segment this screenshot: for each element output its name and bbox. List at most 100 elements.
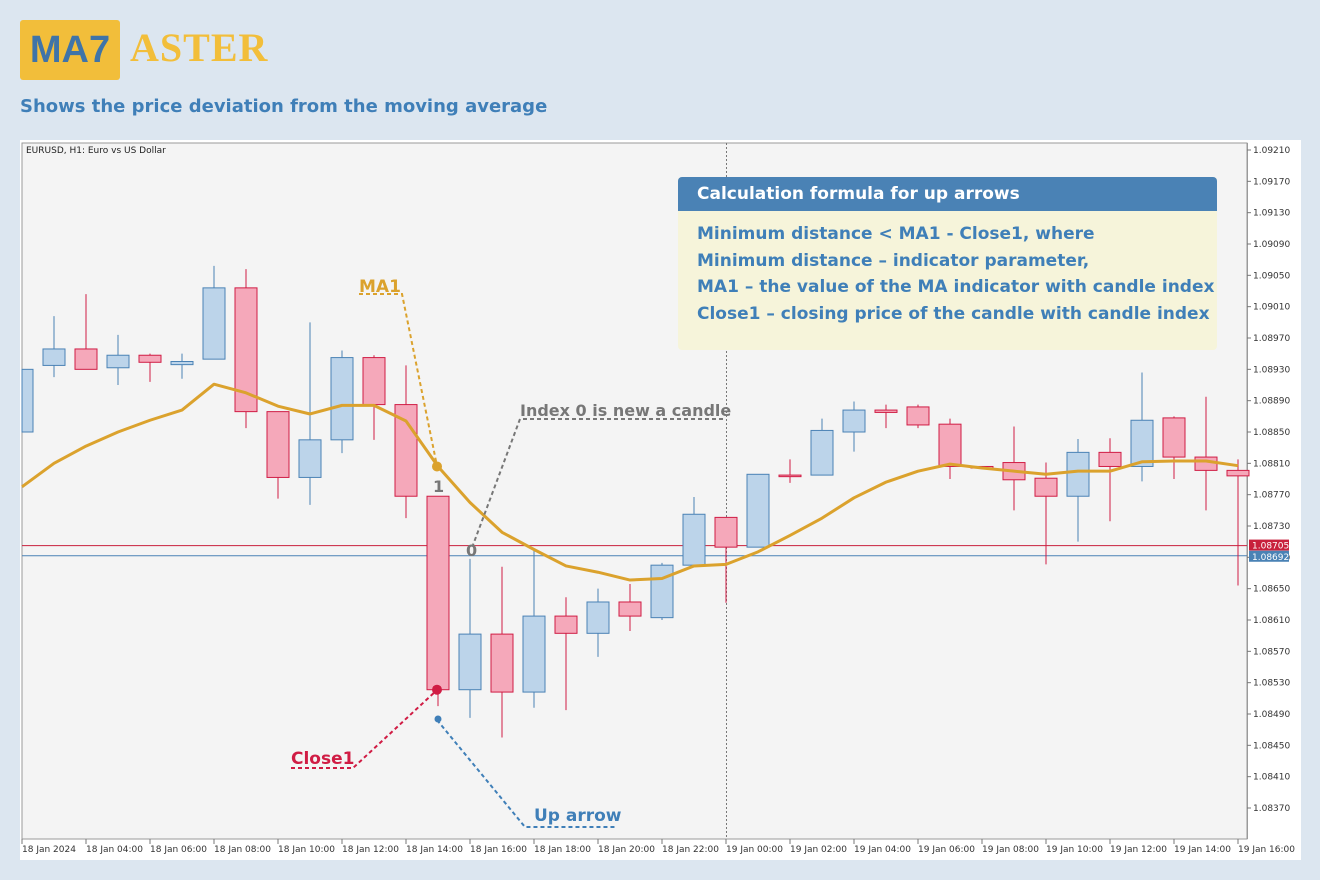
candle-body	[1194, 456, 1218, 471]
candle-body	[906, 406, 930, 426]
candle-body	[490, 633, 514, 693]
candle	[746, 473, 770, 548]
time-tick-label: 19 Jan 08:00	[982, 845, 1039, 855]
price-tick-label: 1.08730	[1253, 522, 1290, 532]
candle-body	[21, 368, 34, 433]
price-tick-label: 1.08810	[1253, 459, 1290, 469]
candle	[554, 597, 578, 711]
time-tick-label: 19 Jan 14:00	[1174, 845, 1231, 855]
candles	[21, 265, 1250, 738]
candle-body	[138, 354, 162, 363]
formula-line: Close1 – closing price of the candle wit…	[697, 303, 1217, 324]
candle-body	[42, 348, 66, 366]
candle	[234, 269, 258, 429]
logo-name: ASTER	[130, 25, 269, 70]
candle	[330, 350, 354, 454]
time-tick-label: 19 Jan 02:00	[790, 845, 847, 855]
candle-body	[650, 564, 674, 619]
formula-body: Minimum distance < MA1 - Close1, where M…	[678, 211, 1217, 327]
price-tick-label: 1.08770	[1253, 491, 1290, 501]
candle-body	[266, 411, 290, 478]
price-tick-label: 1.08650	[1253, 585, 1290, 595]
price-tick-label: 1.08530	[1253, 679, 1290, 689]
page-subtitle: Shows the price deviation from the movin…	[20, 96, 548, 117]
candle-body	[362, 357, 386, 406]
formula-line: Minimum distance – indicator parameter,	[697, 250, 1090, 271]
index0-leader	[472, 418, 723, 546]
moving-average	[21, 382, 1239, 582]
candle-body	[330, 357, 354, 441]
candle-body	[426, 495, 450, 691]
candle	[618, 583, 642, 631]
price-tick-label: 1.09130	[1253, 209, 1290, 219]
candle	[1226, 459, 1250, 586]
candle-body	[298, 439, 322, 478]
candle	[266, 411, 290, 499]
candle	[74, 294, 98, 370]
time-tick-label: 18 Jan 14:00	[406, 845, 463, 855]
price-tick-label: 1.08410	[1253, 773, 1290, 783]
candle	[522, 549, 546, 708]
annotation-leaders	[291, 293, 723, 828]
candle	[810, 418, 834, 476]
candle-body	[1130, 419, 1154, 467]
candle	[906, 404, 930, 429]
time-tick-label: 18 Jan 12:00	[342, 845, 399, 855]
candle-body	[458, 633, 482, 691]
time-tick-label: 18 Jan 20:00	[598, 845, 655, 855]
close1-point	[432, 684, 442, 695]
candle-body	[778, 474, 802, 478]
candle-body	[202, 287, 226, 360]
time-tick-label: 18 Jan 18:00	[534, 845, 591, 855]
candle	[202, 265, 226, 360]
price-tick-label: 1.08370	[1253, 804, 1290, 814]
ask-price-tag	[1249, 550, 1289, 562]
time-axis: 18 Jan 2024 18 Jan 04:00 18 Jan 06:00 18 Ja…	[21, 839, 1295, 855]
time-tick-label: 18 Jan 2024	[22, 845, 76, 855]
price-tick-label: 1.09010	[1253, 303, 1290, 313]
candle-body	[682, 513, 706, 566]
candle-body	[106, 354, 130, 369]
up-arrow-leader	[436, 719, 617, 828]
candle-body	[522, 615, 546, 693]
candle-body	[938, 423, 962, 467]
candle	[1098, 438, 1122, 522]
candle-body	[810, 429, 834, 476]
time-tick-label: 18 Jan 22:00	[662, 845, 719, 855]
candle	[42, 316, 66, 378]
time-tick-label: 18 Jan 10:00	[278, 845, 335, 855]
candle	[458, 558, 482, 718]
price-tick-label: 1.08450	[1253, 741, 1290, 751]
time-tick-label: 19 Jan 16:00	[1238, 845, 1295, 855]
candle	[778, 459, 802, 483]
formula-info-box: Calculation formula for up arrows Minimu…	[678, 177, 1217, 350]
candle-body	[714, 516, 738, 548]
candle-body	[1034, 477, 1058, 497]
candle	[106, 334, 130, 385]
candle-body	[1162, 417, 1186, 458]
candle-body	[234, 287, 258, 413]
price-tick-label: 1.08490	[1253, 710, 1290, 720]
price-tick-label: 1.08610	[1253, 616, 1290, 626]
time-tick-label: 19 Jan 12:00	[1110, 845, 1167, 855]
price-tick-label: 1.08850	[1253, 428, 1290, 438]
price-tick-label: 1.08890	[1253, 397, 1290, 407]
formula-title: Calculation formula for up arrows	[678, 177, 1217, 211]
candle	[586, 588, 610, 657]
logo-badge: MA7	[20, 20, 120, 80]
candle	[938, 418, 962, 479]
candle	[1066, 439, 1090, 542]
time-tick-label: 18 Jan 06:00	[150, 845, 207, 855]
candle-index-1-label: 1	[433, 477, 444, 496]
price-tick-label: 1.09210	[1253, 146, 1290, 156]
close1-label: Close1	[291, 749, 354, 769]
price-tick-label: 1.09170	[1253, 177, 1290, 187]
candle-body	[74, 348, 98, 370]
candle-body	[170, 361, 194, 366]
price-axis: 1.09210 1.09170 1.09130 1.09090 1.09050 1.090…	[1247, 143, 1290, 839]
candle-body	[874, 409, 898, 413]
candle-body	[586, 601, 610, 634]
price-tick-label: 1.08930	[1253, 365, 1290, 375]
